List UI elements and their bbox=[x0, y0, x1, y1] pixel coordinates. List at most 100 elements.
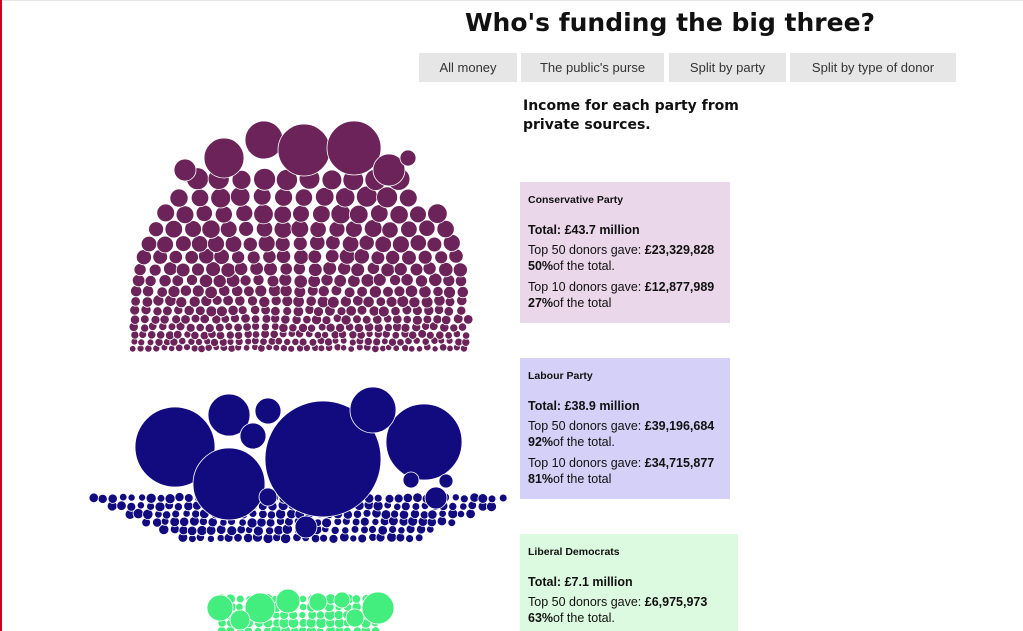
donor-bubble bbox=[351, 594, 362, 604]
donor-bubble bbox=[307, 262, 323, 278]
top50-amount: £23,329,828 bbox=[644, 243, 715, 257]
donor-bubble bbox=[210, 187, 232, 209]
donor-bubble bbox=[137, 338, 146, 347]
donor-bubble bbox=[415, 345, 424, 353]
donor-bubble bbox=[408, 296, 421, 309]
donor-bubble bbox=[144, 274, 157, 287]
donor-bubble bbox=[352, 626, 362, 631]
donor-bubble bbox=[409, 205, 427, 224]
donor-bubble bbox=[128, 345, 137, 353]
donor-bubble bbox=[348, 338, 357, 347]
donor-bubble bbox=[178, 336, 187, 346]
donor-bubble bbox=[175, 262, 191, 278]
donor-bubble bbox=[173, 158, 197, 182]
donor-bubble bbox=[328, 534, 339, 544]
donor-bubble bbox=[174, 343, 184, 353]
donor-bubble bbox=[287, 344, 296, 353]
donor-bubble bbox=[356, 304, 368, 316]
donor-bubble bbox=[269, 329, 279, 339]
donor-bubble bbox=[376, 186, 399, 209]
top50-label: Top 50 donors gave: bbox=[528, 595, 645, 609]
donor-bubble bbox=[206, 534, 215, 543]
donor-bubble bbox=[206, 594, 234, 622]
donor-bubble bbox=[426, 236, 443, 253]
donor-bubble bbox=[383, 323, 393, 333]
donor-bubble bbox=[256, 517, 267, 528]
donor-bubble bbox=[127, 493, 136, 502]
donor-bubble bbox=[461, 331, 471, 340]
donor-bubble bbox=[349, 386, 397, 434]
donor-bubble bbox=[299, 602, 308, 612]
donor-bubble bbox=[225, 330, 235, 340]
donor-bubble bbox=[317, 285, 330, 298]
tab-split-by-donor-type[interactable]: Split by type of donor bbox=[790, 53, 956, 82]
top50-share: 50%of the total. bbox=[528, 258, 722, 274]
donor-bubble bbox=[418, 219, 436, 237]
donor-bubble bbox=[179, 516, 190, 527]
donor-bubble bbox=[234, 330, 244, 340]
donor-bubble bbox=[264, 400, 382, 518]
donor-bubble bbox=[190, 235, 209, 253]
donor-bubble bbox=[191, 262, 205, 277]
party-card-libdem: Liberal Democrats Total: £7.1 million To… bbox=[520, 534, 738, 631]
donor-bubble bbox=[243, 532, 254, 544]
window-edge bbox=[0, 0, 2, 631]
donor-bubble bbox=[224, 235, 243, 253]
donor-bubble bbox=[357, 533, 368, 544]
party-name: Conservative Party bbox=[528, 194, 624, 206]
donor-bubble bbox=[244, 120, 284, 160]
donor-bubble bbox=[393, 285, 406, 298]
donor-bubble bbox=[145, 492, 157, 504]
donor-bubble bbox=[242, 322, 252, 332]
donor-bubble bbox=[244, 337, 253, 346]
donor-bubble bbox=[88, 492, 100, 504]
donor-bubble bbox=[142, 285, 155, 298]
donor-bubble bbox=[209, 337, 219, 347]
top10-amount: £34,715,877 bbox=[644, 456, 715, 470]
donor-bubble bbox=[146, 338, 155, 347]
donor-bubble bbox=[204, 323, 215, 334]
donor-bubble bbox=[270, 322, 280, 331]
donor-bubble bbox=[307, 249, 323, 264]
donor-bubble bbox=[266, 510, 277, 520]
donor-bubble bbox=[283, 337, 292, 346]
donor-bubble bbox=[443, 306, 455, 317]
donor-bubble bbox=[183, 343, 191, 352]
donor-bubble bbox=[409, 234, 427, 252]
tab-publics-purse[interactable]: The public's purse bbox=[521, 53, 664, 82]
donor-bubble bbox=[174, 492, 185, 503]
donor-bubble bbox=[312, 204, 331, 224]
donor-bubble bbox=[292, 305, 305, 318]
donor-bubble bbox=[215, 330, 226, 341]
tab-all-money[interactable]: All money bbox=[419, 53, 517, 82]
donor-bubble bbox=[390, 305, 401, 317]
donor-bubble bbox=[234, 261, 249, 276]
donor-bubble bbox=[477, 493, 489, 504]
tab-split-by-party[interactable]: Split by party bbox=[669, 53, 786, 82]
donor-bubble bbox=[250, 314, 261, 324]
donor-bubble bbox=[393, 262, 408, 277]
donor-bubble bbox=[242, 344, 251, 352]
donor-bubble bbox=[372, 337, 382, 347]
donor-bubble bbox=[397, 526, 406, 535]
donor-bubble bbox=[456, 509, 466, 519]
donor-bubble bbox=[449, 323, 459, 333]
donor-bubble bbox=[402, 314, 412, 325]
donor-bubble bbox=[319, 533, 329, 543]
donor-bubble bbox=[298, 337, 308, 347]
donor-bubble bbox=[443, 285, 456, 299]
donor-bubble bbox=[350, 262, 366, 278]
donor-bubble bbox=[402, 471, 420, 489]
donor-bubble bbox=[154, 501, 166, 513]
donor-bubble bbox=[270, 295, 282, 307]
donor-bubble bbox=[134, 406, 216, 488]
top10-share: 81%of the total bbox=[528, 471, 722, 487]
donor-bubble bbox=[235, 204, 254, 223]
donor-bubble bbox=[188, 295, 201, 308]
donor-bubble bbox=[465, 508, 476, 520]
donor-bubble bbox=[459, 494, 469, 504]
donor-bubble bbox=[487, 494, 497, 504]
party-name: Labour Party bbox=[528, 370, 593, 382]
donor-bubble bbox=[126, 501, 137, 512]
donor-bubble bbox=[315, 610, 325, 620]
